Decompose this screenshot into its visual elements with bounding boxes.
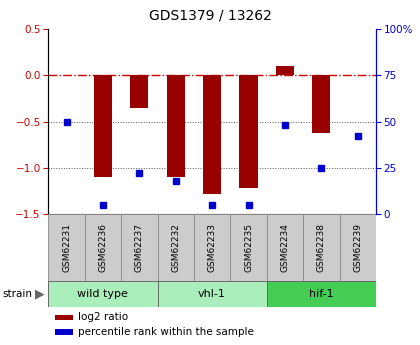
Bar [55,315,73,320]
Bar [203,76,221,194]
Text: GDS1379 / 13262: GDS1379 / 13262 [149,9,271,23]
Bar [239,76,257,188]
Bar [55,329,73,335]
Bar [48,281,158,307]
Text: vhl-1: vhl-1 [198,289,226,299]
Text: GSM62231: GSM62231 [62,223,71,272]
Bar [230,214,267,281]
Text: GSM62238: GSM62238 [317,223,326,272]
Bar [267,281,376,307]
Text: ▶: ▶ [35,288,45,300]
Bar [194,214,230,281]
Bar [267,214,303,281]
Bar [130,76,148,108]
Bar [85,214,121,281]
Text: hif-1: hif-1 [309,289,333,299]
Bar [312,76,331,133]
Bar [339,214,376,281]
Text: GSM62234: GSM62234 [281,223,289,272]
Bar [167,76,185,177]
Bar [303,214,339,281]
Text: wild type: wild type [77,289,129,299]
Bar [121,214,158,281]
Text: percentile rank within the sample: percentile rank within the sample [78,327,254,337]
Text: GSM62237: GSM62237 [135,223,144,272]
Text: strain: strain [2,289,32,299]
Text: GSM62233: GSM62233 [207,223,217,272]
Text: GSM62236: GSM62236 [98,223,108,272]
Text: GSM62239: GSM62239 [353,223,362,272]
Text: GSM62232: GSM62232 [171,223,180,272]
Bar [276,66,294,76]
Bar [94,76,112,177]
Bar [48,214,85,281]
Bar [158,214,194,281]
Bar [158,281,267,307]
Text: log2 ratio: log2 ratio [78,312,128,322]
Text: GSM62235: GSM62235 [244,223,253,272]
